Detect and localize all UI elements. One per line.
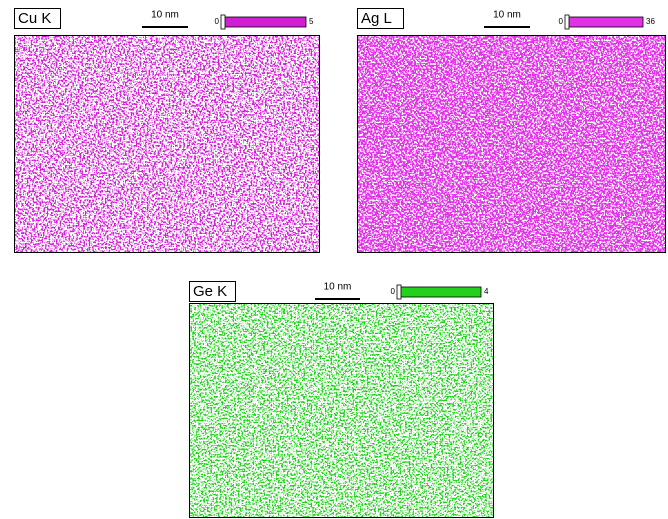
label-box (14, 8, 61, 29)
colorbar-marker (396, 284, 402, 300)
label-box (189, 281, 236, 302)
colorbar (565, 16, 644, 28)
scale-bar-label: 10 nm (324, 282, 352, 293)
map-border (189, 303, 494, 518)
element-label: Ge K (193, 283, 227, 300)
scale-bar-label: 10 nm (151, 10, 179, 21)
colorbar (397, 286, 482, 298)
element-label: Cu K (18, 10, 51, 27)
colorbar-min: 0 (215, 17, 220, 26)
map-border (357, 35, 666, 253)
colorbar-marker (564, 14, 570, 30)
element-label: Ag L (361, 10, 392, 27)
label-box (357, 8, 404, 29)
map-speckle (14, 35, 320, 253)
map-panel: Ag L 10 nm 0 36 (357, 8, 666, 253)
colorbar-max: 36 (646, 17, 655, 26)
colorbar-marker (220, 14, 226, 30)
map-panel: Ge K 10 nm 0 4 (189, 281, 494, 518)
colorbar-min: 0 (391, 287, 396, 296)
colorbar-max: 4 (484, 287, 489, 296)
map-speckle (357, 35, 666, 253)
map-speckle (189, 303, 494, 518)
colorbar-max: 5 (309, 17, 314, 26)
map-border (14, 35, 320, 253)
colorbar-min: 0 (559, 17, 564, 26)
colorbar (221, 16, 307, 28)
map-panel: Cu K 10 nm 0 5 (14, 8, 320, 253)
scale-bar-label: 10 nm (493, 10, 521, 21)
